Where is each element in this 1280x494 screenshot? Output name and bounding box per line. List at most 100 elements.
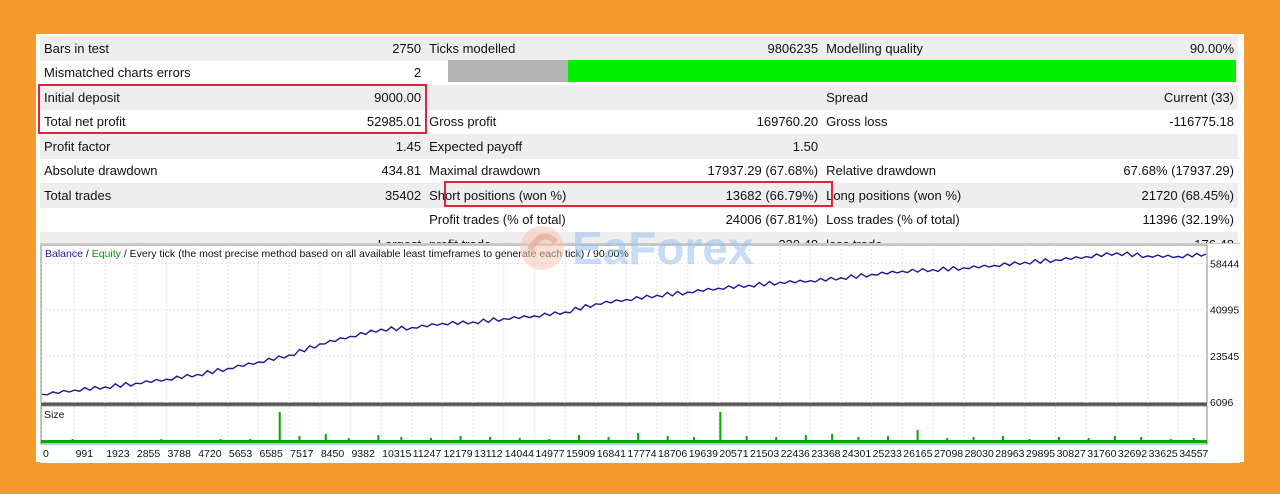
balance-line [41, 251, 1207, 396]
report-label [822, 134, 1037, 159]
report-row: Total net profit 52985.01 Gross profit 1697… [40, 109, 1238, 134]
watermark-text: EaForex [572, 222, 754, 274]
size-bar [607, 437, 610, 442]
x-tick-label: 10315 [382, 448, 411, 460]
size-bar [489, 437, 492, 442]
report-value: 1.45 [232, 134, 426, 159]
eaforex-watermark: EaForex [514, 220, 834, 276]
report-label [425, 85, 621, 110]
size-label: Size [44, 409, 65, 421]
size-bar [459, 436, 462, 442]
x-tick-label: 4720 [198, 448, 222, 460]
x-tick-label: 16841 [597, 448, 626, 460]
report-row: Bars in test 2750 Ticks modelled 9806235 Mod… [40, 36, 1238, 61]
report-value [232, 207, 426, 232]
x-tick-label: 6585 [260, 448, 284, 460]
size-bar [831, 434, 834, 442]
x-tick-label: 33625 [1149, 448, 1178, 460]
x-tick-label: 32692 [1118, 448, 1147, 460]
size-bar [377, 435, 380, 442]
size-bar [637, 433, 640, 442]
x-tick-label: 27098 [934, 448, 963, 460]
legend-separator: / [83, 248, 92, 260]
report-row: Absolute drawdown 434.81 Maximal drawdown 1… [40, 158, 1238, 183]
report-value: 9806235 [620, 36, 823, 61]
report-value: 11396 (32.19%) [1036, 207, 1238, 232]
size-bar [1140, 437, 1143, 442]
x-tick-label: 21503 [750, 448, 779, 460]
report-value: 21720 (68.45%) [1036, 183, 1238, 208]
report-label: Gross profit [425, 109, 621, 134]
balance-legend: Balance [45, 248, 83, 260]
size-bar [324, 434, 327, 442]
report-label: Ticks modelled [425, 36, 621, 61]
x-tick-label: 11247 [413, 448, 442, 460]
report-value: 9000.00 [232, 85, 426, 110]
size-bar [887, 436, 890, 442]
report-value: 1.50 [620, 134, 823, 159]
report-label: Gross loss [822, 109, 1037, 134]
report-value: 2750 [232, 36, 426, 61]
report-value: 90.00% [1036, 36, 1238, 61]
x-tick-label: 31760 [1087, 448, 1116, 460]
size-bar [916, 430, 919, 442]
report-label: Total net profit [40, 109, 233, 134]
chart-description: / Every tick (the most precise method ba… [121, 248, 629, 260]
x-tick-label: 12179 [443, 448, 472, 460]
modelling-quality-bar [448, 60, 1236, 82]
report-label: Spread [822, 85, 1037, 110]
size-bar [298, 436, 301, 442]
size-plot-frame [40, 405, 1208, 445]
report-value [620, 85, 823, 110]
highlight-deposit-profit [38, 84, 427, 134]
report-label: Relative drawdown [822, 158, 1037, 183]
size-bar [693, 437, 696, 442]
x-tick-label: 34557 [1179, 448, 1208, 460]
x-tick-label: 14977 [535, 448, 564, 460]
x-tick-label: 15909 [566, 448, 595, 460]
x-tick-label: 14044 [505, 448, 534, 460]
report-row: Initial deposit 9000.00 Spread Current (33) [40, 85, 1238, 110]
report-label: Modelling quality [822, 36, 1037, 61]
x-tick-label: 1923 [106, 448, 130, 460]
report-value: 169760.20 [620, 109, 823, 134]
report-label: Initial deposit [40, 85, 233, 110]
x-tick-label: 18706 [658, 448, 687, 460]
size-bar [666, 436, 669, 442]
highlight-short-positions [444, 181, 833, 207]
report-value [1036, 134, 1238, 159]
report-value: 67.68% (17937.29) [1036, 158, 1238, 183]
x-tick-label: 3788 [168, 448, 192, 460]
x-tick-label: 2855 [137, 448, 161, 460]
equity-legend: Equity [92, 248, 122, 260]
report-row: Total trades 35402 Short positions (won %)… [40, 183, 1238, 208]
balance-chart: Balance / Equity / Every tick (the most … [40, 243, 1240, 463]
report-label: Profit factor [40, 134, 233, 159]
y-tick-label: 58444 [1210, 258, 1239, 270]
x-tick-label: 26165 [903, 448, 932, 460]
report-label: Total trades [40, 183, 233, 208]
y-tick-label: 23545 [1210, 351, 1239, 363]
report-label: Bars in test [40, 36, 233, 61]
x-tick-label: 28030 [965, 448, 994, 460]
x-tick-label: 24301 [842, 448, 871, 460]
x-tick-label: 28963 [995, 448, 1024, 460]
size-bar [745, 436, 748, 442]
report-label: Long positions (won %) [822, 183, 1037, 208]
report-value: 52985.01 [232, 109, 426, 134]
report-label [40, 207, 233, 232]
report-table: Bars in test 2750 Ticks modelled 9806235 Mod… [40, 36, 1238, 257]
x-tick-label: 991 [76, 448, 94, 460]
quality-bar-missing [448, 60, 568, 82]
report-value: 17937.29 (67.68%) [620, 158, 823, 183]
size-bar [1113, 436, 1116, 442]
report-label: Loss trades (% of total) [822, 207, 1037, 232]
report-row: Profit factor 1.45 Expected payoff 1.50 [40, 134, 1238, 159]
size-bar [1002, 436, 1005, 442]
x-tick-label: 30827 [1057, 448, 1086, 460]
size-bar [278, 412, 281, 442]
size-baseline-band [41, 440, 1207, 443]
x-tick-label: 0 [43, 448, 49, 460]
x-tick-label: 25233 [873, 448, 902, 460]
size-bar [857, 437, 860, 442]
